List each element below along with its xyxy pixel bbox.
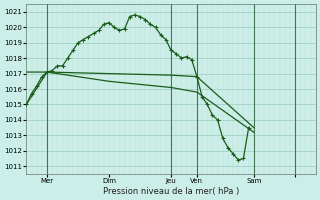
X-axis label: Pression niveau de la mer( hPa ): Pression niveau de la mer( hPa ) xyxy=(103,187,239,196)
